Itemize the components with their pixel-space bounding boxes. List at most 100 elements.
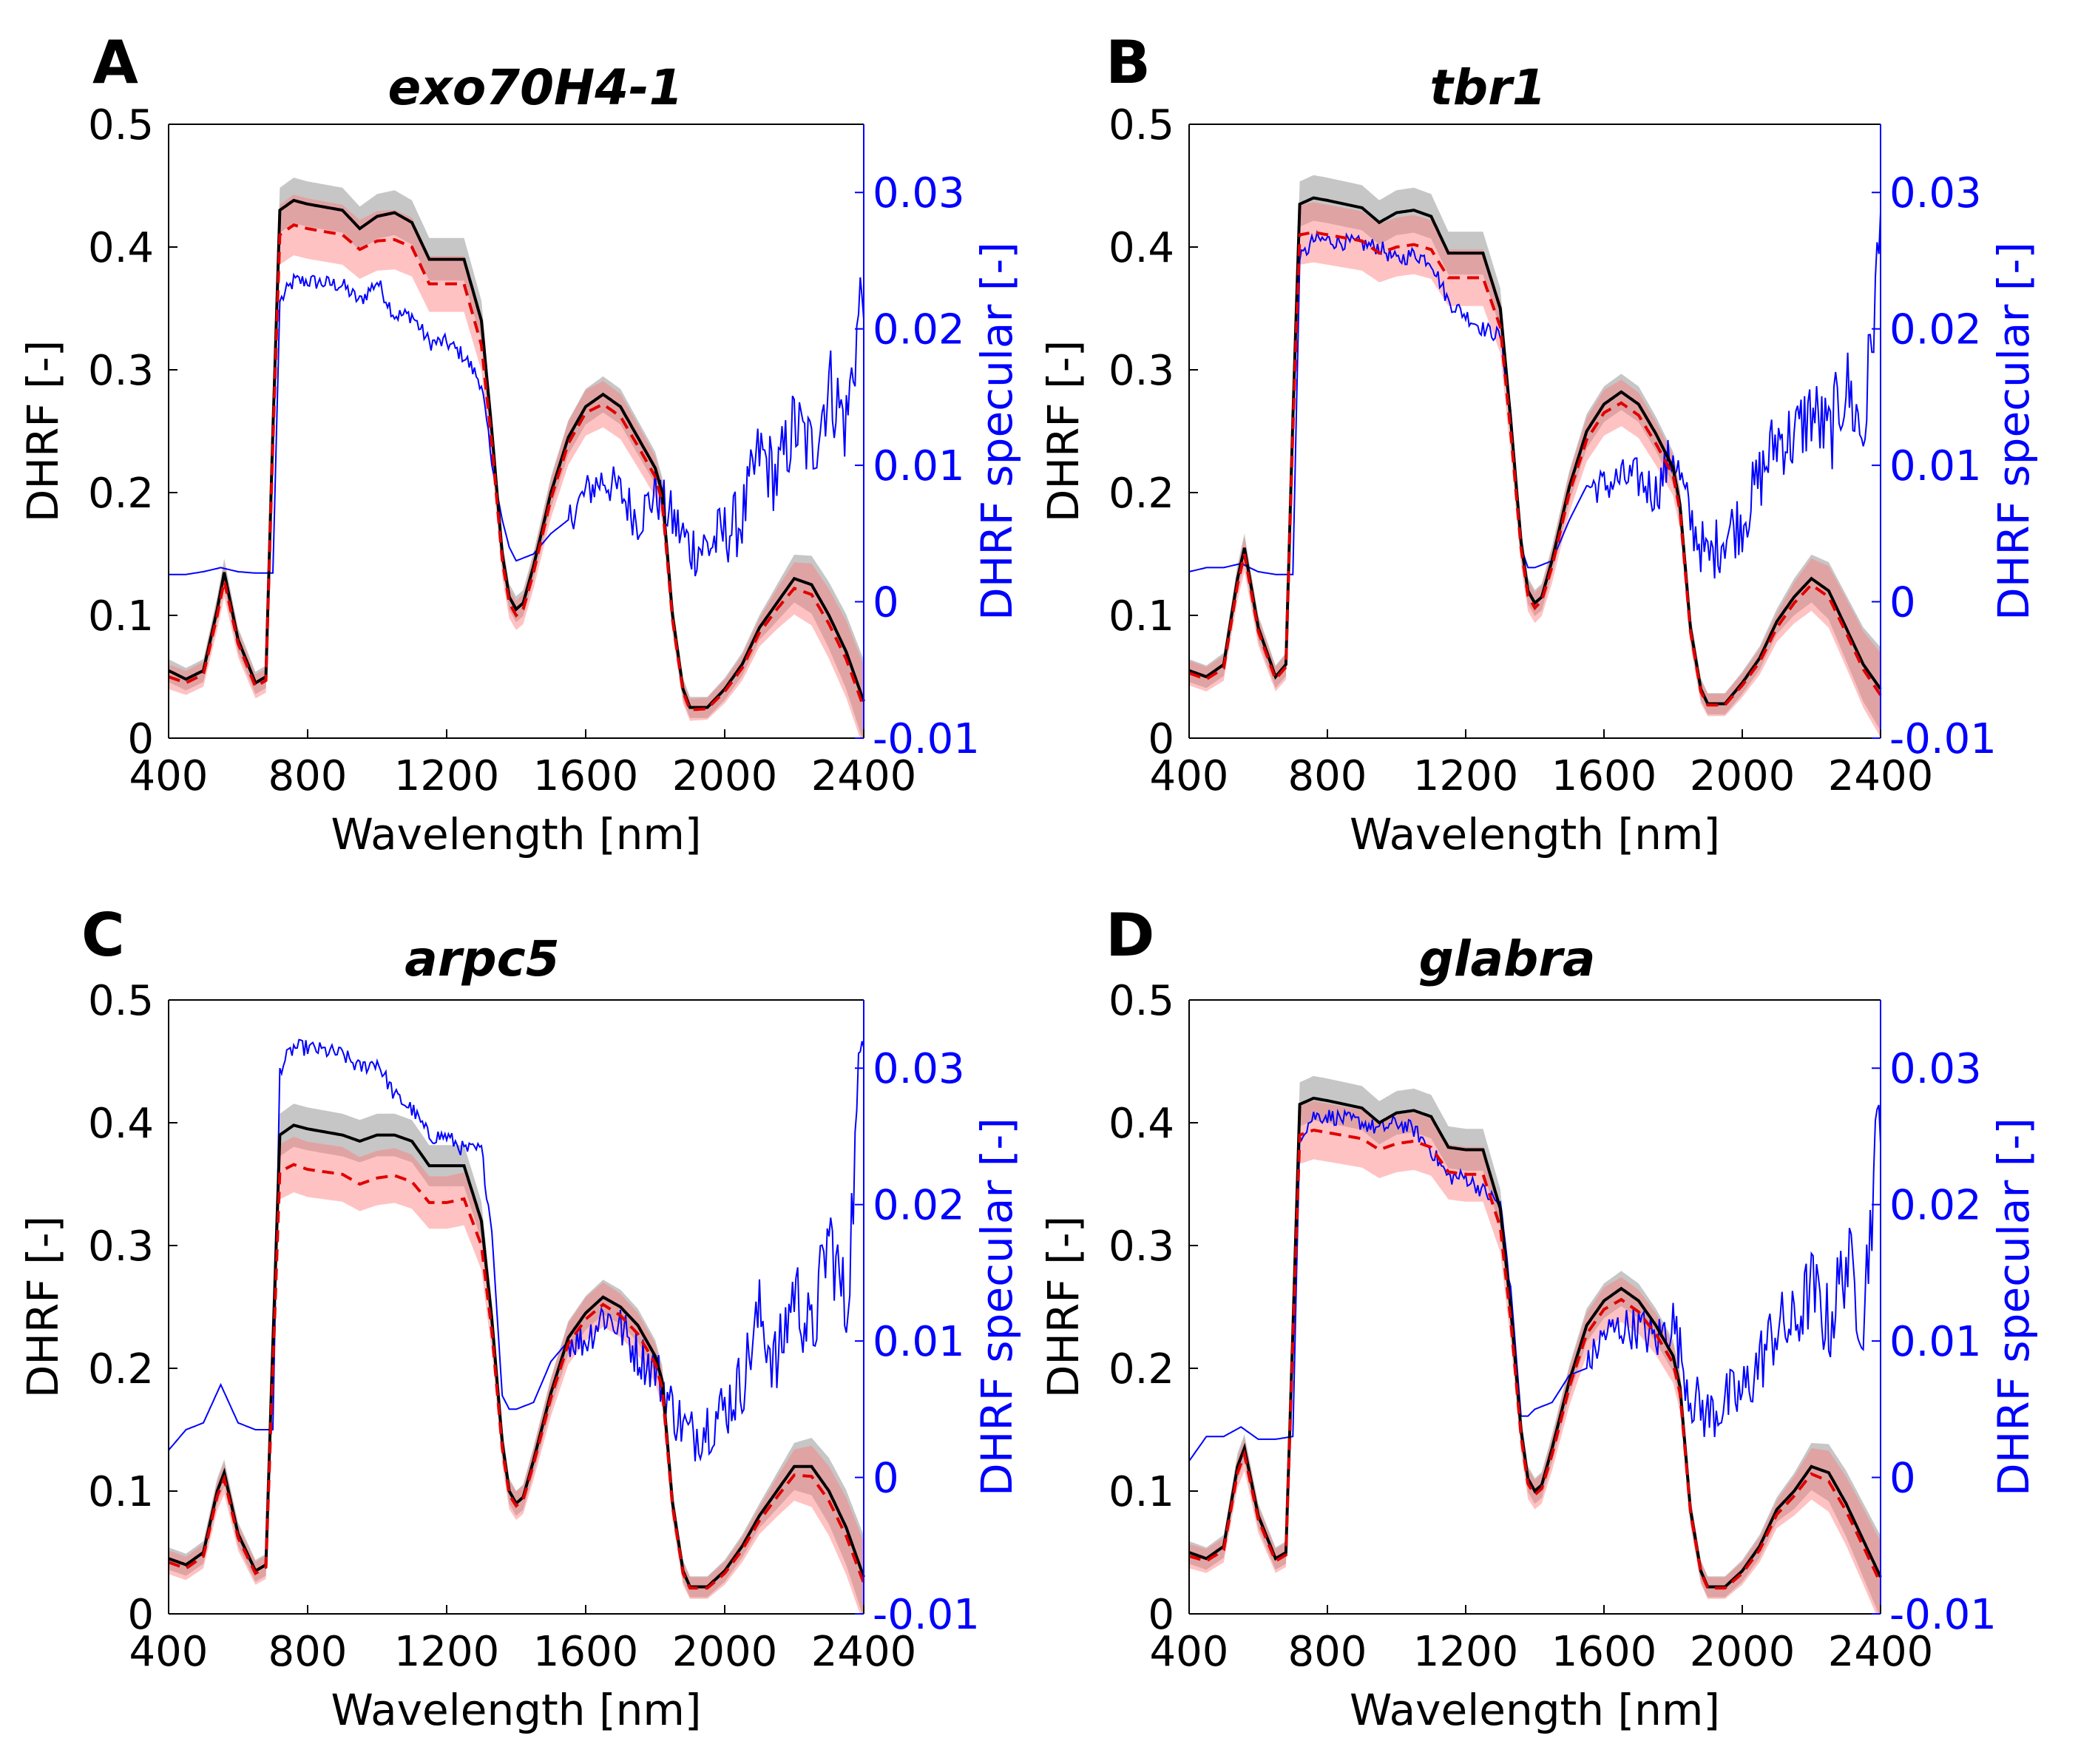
x-tick-label-d-5: 2400: [1828, 1628, 1934, 1676]
y-tick-label-b-4: 0.4: [1109, 224, 1174, 272]
x-axis-label-d: Wavelength [nm]: [1350, 1685, 1720, 1735]
y-tick-label-c-4: 0.4: [88, 1100, 154, 1148]
x-tick-label-b-1: 800: [1288, 752, 1367, 800]
x-tick-label-d-1: 800: [1288, 1628, 1367, 1676]
y-tick-label-a-5: 0.5: [88, 101, 154, 149]
x-tick-label-c-2: 1200: [394, 1628, 500, 1676]
line-red-a: [168, 223, 865, 712]
band-black-c: [169, 1104, 864, 1614]
x-tick-label-d-0: 400: [1150, 1628, 1229, 1676]
x-tick-label-b-3: 1600: [1551, 752, 1657, 800]
y-axis-label-b: DHRF [-]: [1038, 340, 1089, 523]
y-tick-label-a-0: 0: [127, 715, 154, 763]
y-tick-label-d-2: 0.2: [1109, 1345, 1174, 1393]
y2-axis-label-d: DHRF specular [-]: [1989, 1118, 2039, 1496]
chart-title-d: glabra: [1418, 930, 1596, 987]
y-tick-label-a-3: 0.3: [88, 347, 154, 395]
x-tick-label-b-4: 2000: [1690, 752, 1796, 800]
x-tick-label-a-5: 2400: [811, 752, 917, 800]
y-tick-label-c-0: 0: [127, 1591, 154, 1639]
x-tick-label-d-2: 1200: [1413, 1628, 1519, 1676]
line-specular-a: [169, 272, 864, 577]
x-tick-label-b-0: 400: [1150, 752, 1229, 800]
y2-tick-label-a-1: 0: [873, 579, 899, 627]
y-tick-label-b-2: 0.2: [1109, 470, 1174, 518]
y-tick-label-d-0: 0: [1148, 1591, 1174, 1639]
line-red-b: [1188, 231, 1882, 707]
y2-tick-label-d-1: 0: [1889, 1455, 1916, 1503]
line-specular-c: [168, 1038, 864, 1462]
y2-tick-label-c-4: 0.03: [873, 1045, 965, 1093]
y2-tick-label-b-3: 0.02: [1889, 306, 1982, 354]
x-tick-label-d-3: 1600: [1551, 1628, 1657, 1676]
y-tick-label-a-2: 0.2: [88, 470, 154, 518]
y-tick-label-c-2: 0.2: [88, 1345, 154, 1393]
y-tick-label-c-5: 0.5: [88, 977, 154, 1025]
band-red-a: [169, 195, 864, 739]
chart-title-a: exo70H4-1: [387, 59, 683, 116]
chart-title-c: arpc5: [405, 930, 560, 987]
x-tick-label-a-1: 800: [268, 752, 348, 800]
plot-panel-d: 400 800 1200 1600 2000 2400 0 0.1 0.2 0.3 0.4 0.5 -0…: [1038, 977, 2039, 1735]
y-tick-label-a-4: 0.4: [88, 224, 154, 272]
y2-tick-label-d-2: 0.01: [1889, 1318, 1982, 1366]
line-specular-d: [1188, 1104, 1881, 1461]
y2-tick-label-b-4: 0.03: [1889, 169, 1982, 217]
plot-panel-b: 400 800 1200 1600 2000 2400 0 0.1 0.2 0.3 0.4 0.5 -0…: [1038, 101, 2039, 859]
panel-label-c: C: [81, 901, 125, 970]
y-tick-label-d-4: 0.4: [1109, 1100, 1174, 1148]
y2-tick-label-a-4: 0.03: [873, 169, 965, 217]
x-tick-label-c-5: 2400: [811, 1628, 917, 1676]
x-tick-label-a-3: 1600: [533, 752, 639, 800]
y-axis-label-d: DHRF [-]: [1038, 1216, 1089, 1399]
x-tick-label-c-3: 1600: [533, 1628, 639, 1676]
line-specular-b: [1188, 212, 1881, 579]
x-tick-label-c-4: 2000: [672, 1628, 778, 1676]
y-tick-label-c-1: 0.1: [88, 1468, 154, 1516]
y2-tick-label-d-0: -0.01: [1889, 1591, 1997, 1639]
y-tick-label-a-1: 0.1: [88, 592, 154, 641]
x-axis-label-b: Wavelength [nm]: [1350, 809, 1720, 859]
x-tick-label-b-2: 1200: [1413, 752, 1519, 800]
x-axis-label-a: Wavelength [nm]: [331, 809, 701, 859]
y2-tick-label-b-0: -0.01: [1889, 715, 1997, 763]
y-axis-label-a: DHRF [-]: [18, 340, 68, 523]
line-red-c: [168, 1163, 865, 1590]
y-tick-label-d-1: 0.1: [1109, 1468, 1174, 1516]
x-tick-label-c-0: 400: [129, 1628, 209, 1676]
plot-panel-a: 400 800 1200 1600 2000 2400 0 0.1 0.2 0.3 0.4 0.5 -0…: [18, 101, 1022, 859]
chart-title-b: tbr1: [1429, 59, 1546, 116]
y-tick-label-b-0: 0: [1148, 715, 1174, 763]
y2-axis-label-a: DHRF specular [-]: [972, 242, 1022, 621]
y2-tick-label-c-3: 0.02: [873, 1182, 965, 1230]
x-tick-label-a-4: 2000: [672, 752, 778, 800]
x-tick-label-b-5: 2400: [1828, 752, 1934, 800]
y2-tick-label-c-1: 0: [873, 1455, 899, 1503]
y2-tick-label-c-2: 0.01: [873, 1318, 965, 1366]
y2-axis-label-b: DHRF specular [-]: [1989, 242, 2039, 621]
x-axis-label-c: Wavelength [nm]: [331, 1685, 701, 1735]
y-tick-label-b-5: 0.5: [1109, 101, 1174, 149]
y-tick-label-d-5: 0.5: [1109, 977, 1174, 1025]
panel-label-a: A: [92, 28, 138, 97]
plot-panel-c: 400 800 1200 1600 2000 2400 0 0.1 0.2 0.3 0.4 0.5 -0…: [18, 977, 1022, 1735]
y-tick-label-b-1: 0.1: [1109, 592, 1174, 641]
x-tick-label-a-2: 1200: [394, 752, 500, 800]
y2-tick-label-a-3: 0.02: [873, 306, 965, 354]
x-tick-label-a-0: 400: [129, 752, 209, 800]
x-tick-label-d-4: 2000: [1690, 1628, 1796, 1676]
y2-tick-label-b-2: 0.01: [1889, 442, 1982, 490]
x-tick-label-c-1: 800: [268, 1628, 348, 1676]
y-tick-label-c-3: 0.3: [88, 1223, 154, 1271]
y2-tick-label-a-0: -0.01: [873, 715, 980, 763]
y2-tick-label-c-0: -0.01: [873, 1591, 980, 1639]
line-black-d: [1188, 1096, 1882, 1589]
y2-tick-label-a-2: 0.01: [873, 442, 965, 490]
line-black-b: [1188, 196, 1882, 706]
panel-label-d: D: [1106, 901, 1155, 970]
y2-tick-label-b-1: 0: [1889, 579, 1916, 627]
panel-label-b: B: [1106, 28, 1151, 97]
y2-axis-label-c: DHRF specular [-]: [972, 1118, 1022, 1496]
y2-tick-label-d-3: 0.02: [1889, 1182, 1982, 1230]
